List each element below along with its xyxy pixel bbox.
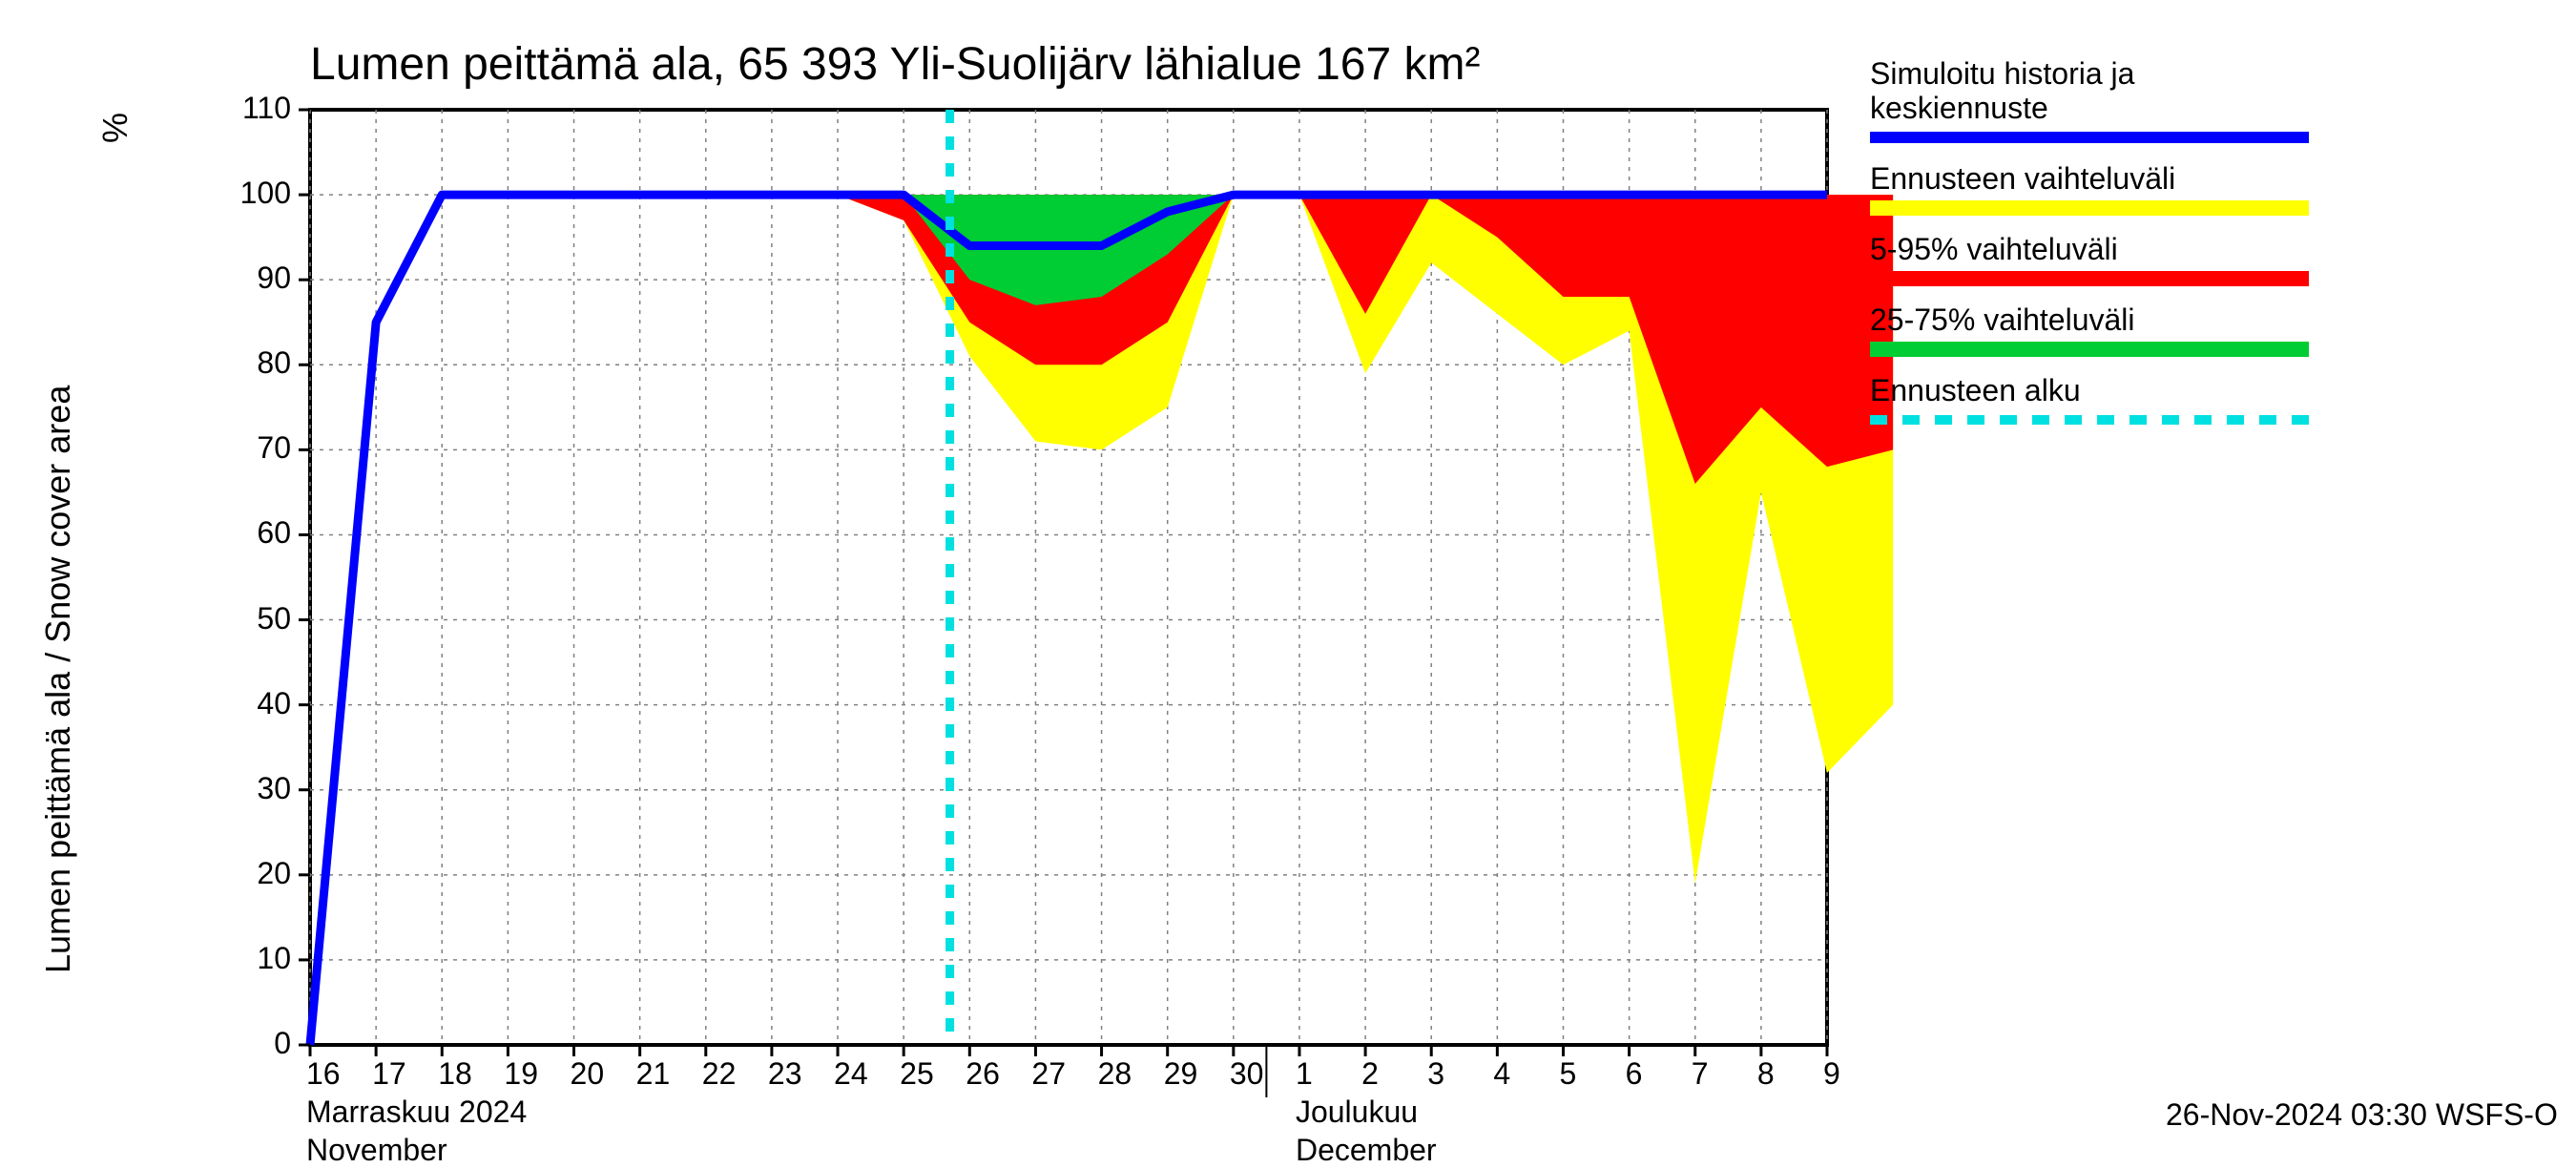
legend-label: keskiennuste (1870, 92, 2048, 125)
legend-swatch (1870, 130, 2309, 149)
x-tick-label: 2 (1361, 1056, 1379, 1092)
legend-swatch (1870, 412, 2309, 431)
footer-timestamp: 26-Nov-2024 03:30 WSFS-O (2166, 1097, 2558, 1133)
y-tick-label: 50 (205, 601, 291, 636)
x-tick-label: 28 (1098, 1056, 1132, 1092)
y-tick-label: 100 (205, 176, 291, 211)
x-tick-label: 30 (1230, 1056, 1264, 1092)
x-tick-label: 18 (438, 1056, 472, 1092)
x-tick-label: 8 (1757, 1056, 1775, 1092)
legend-swatch (1870, 342, 2309, 361)
x-tick-label: 27 (1031, 1056, 1066, 1092)
x-tick-label: 16 (306, 1056, 341, 1092)
legend-label: 5-95% vaihteluväli (1870, 233, 2118, 266)
x-tick-label: 26 (966, 1056, 1000, 1092)
month-label-en: November (306, 1133, 447, 1168)
y-tick-label: 110 (205, 91, 291, 126)
y-tick-label: 10 (205, 941, 291, 976)
x-tick-label: 7 (1692, 1056, 1709, 1092)
x-tick-label: 19 (504, 1056, 538, 1092)
x-tick-label: 24 (834, 1056, 868, 1092)
y-tick-label: 90 (205, 261, 291, 296)
month-label-fi: Joulukuu (1296, 1095, 1418, 1130)
x-tick-label: 4 (1493, 1056, 1510, 1092)
x-tick-label: 22 (702, 1056, 737, 1092)
y-tick-label: 70 (205, 430, 291, 466)
x-tick-label: 6 (1626, 1056, 1643, 1092)
x-tick-label: 5 (1559, 1056, 1576, 1092)
chart-container: Lumen peittämä ala, 65 393 Yli-Suolijärv… (0, 0, 2576, 1145)
y-tick-label: 20 (205, 856, 291, 891)
y-tick-label: 30 (205, 771, 291, 806)
legend-label: 25-75% vaihteluväli (1870, 303, 2135, 337)
legend-swatch (1870, 200, 2309, 219)
y-tick-label: 80 (205, 345, 291, 381)
x-tick-label: 21 (636, 1056, 671, 1092)
legend-label: Simuloitu historia ja (1870, 57, 2134, 91)
x-tick-label: 20 (571, 1056, 605, 1092)
x-tick-label: 29 (1164, 1056, 1198, 1092)
y-tick-label: 40 (205, 686, 291, 721)
legend-label: Ennusteen alku (1870, 374, 2081, 407)
y-tick-label: 60 (205, 515, 291, 551)
x-tick-label: 23 (768, 1056, 802, 1092)
x-tick-label: 3 (1427, 1056, 1444, 1092)
y-tick-label: 0 (205, 1026, 291, 1061)
x-tick-label: 25 (900, 1056, 934, 1092)
legend-label: Ennusteen vaihteluväli (1870, 162, 2175, 196)
x-tick-label: 1 (1296, 1056, 1313, 1092)
month-label-en: December (1296, 1133, 1437, 1168)
x-tick-label: 17 (372, 1056, 406, 1092)
x-tick-label: 9 (1823, 1056, 1840, 1092)
month-label-fi: Marraskuu 2024 (306, 1095, 527, 1130)
legend-swatch (1870, 271, 2309, 290)
plot-svg (0, 0, 2576, 1145)
